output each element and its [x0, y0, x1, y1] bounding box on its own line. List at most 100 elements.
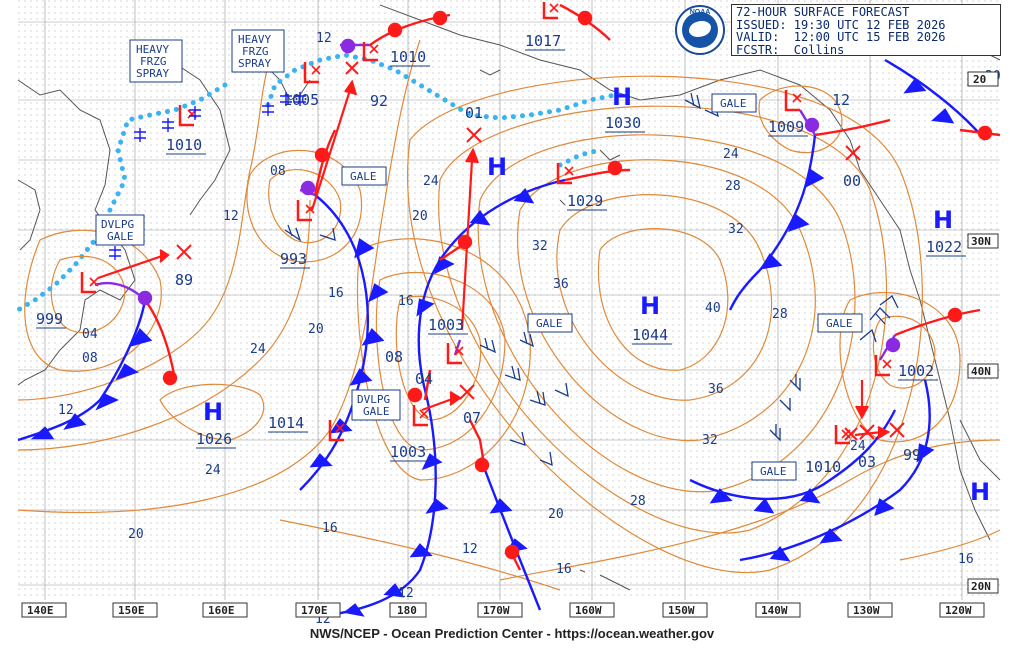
- lon-label: 180: [397, 604, 417, 617]
- occluded-fronts: [94, 38, 901, 361]
- svg-text:DVLPG: DVLPG: [357, 393, 390, 406]
- warning-box-gale: GALE: [751, 461, 797, 481]
- lat-label: 20N: [971, 580, 991, 593]
- low-symbol: [412, 405, 429, 427]
- svg-text:28: 28: [772, 307, 788, 322]
- svg-text:DVLPG: DVLPG: [101, 218, 134, 231]
- forecast-value: 07: [463, 409, 481, 427]
- lon-label: 120W: [945, 604, 972, 617]
- center-value: 1017: [525, 32, 561, 50]
- low-symbol: [542, 2, 559, 20]
- svg-text:28: 28: [630, 494, 646, 509]
- svg-text:GALE: GALE: [826, 317, 853, 330]
- center-value: 03: [858, 453, 876, 471]
- forecast-value: 1014: [268, 414, 304, 432]
- svg-text:FRZG: FRZG: [140, 55, 167, 68]
- svg-text:12: 12: [316, 31, 332, 46]
- low-symbols: [80, 2, 892, 445]
- forecast-value: 08: [385, 348, 403, 366]
- svg-text:16: 16: [958, 552, 974, 567]
- svg-text:08: 08: [82, 351, 98, 366]
- forecast-value: 89: [175, 271, 193, 289]
- center-value: 1003: [428, 316, 464, 334]
- center-value: 1010: [390, 48, 426, 66]
- low-symbol: [362, 42, 379, 62]
- center-value: 1010: [166, 136, 202, 154]
- svg-text:24: 24: [850, 439, 866, 454]
- high-symbol: H: [612, 83, 632, 111]
- center-value: 1030: [605, 114, 641, 132]
- valid-time: VALID: 12:00 UTC 15 FEB 2026: [736, 30, 946, 44]
- lat-label: 40N: [971, 365, 991, 378]
- lon-label: 140W: [761, 604, 788, 617]
- svg-text:12: 12: [223, 209, 239, 224]
- lon-label: 130W: [853, 604, 880, 617]
- high-symbol: H: [640, 292, 660, 320]
- center-value: 1009: [768, 118, 804, 136]
- svg-text:GALE: GALE: [536, 317, 563, 330]
- svg-text:32: 32: [728, 222, 744, 237]
- low-symbol: [303, 62, 321, 84]
- forecast-value: 99: [903, 446, 921, 464]
- svg-text:12: 12: [462, 542, 478, 557]
- center-value: 1003: [390, 443, 426, 461]
- lat-label: 20: [973, 73, 986, 86]
- svg-text:20: 20: [128, 527, 144, 542]
- svg-text:40: 40: [705, 301, 721, 316]
- svg-text:12: 12: [58, 403, 74, 418]
- low-symbol: [80, 272, 99, 294]
- forecast-value: 00: [843, 172, 861, 190]
- center-value: 1002: [898, 362, 934, 380]
- center-value: 1026: [196, 430, 232, 448]
- svg-text:32: 32: [702, 433, 718, 448]
- lon-label: 140E: [27, 604, 54, 617]
- svg-text:20: 20: [412, 209, 428, 224]
- longitude-axis: 140E 150E 160E 170E 180 170W 160W 150W 1…: [21, 602, 985, 618]
- svg-text:GALE: GALE: [720, 97, 747, 110]
- lon-label: 170W: [483, 604, 510, 617]
- svg-text:GALE: GALE: [363, 405, 390, 418]
- svg-text:SPRAY: SPRAY: [238, 57, 271, 70]
- svg-text:20: 20: [548, 507, 564, 522]
- svg-text:24: 24: [205, 463, 221, 478]
- svg-text:16: 16: [556, 562, 572, 577]
- wind-barbs: [284, 92, 899, 467]
- issued-time: ISSUED: 19:30 UTC 12 FEB 2026: [736, 17, 946, 32]
- storm-tracks: [97, 79, 891, 439]
- svg-text:20: 20: [308, 322, 324, 337]
- high-symbol: H: [933, 206, 953, 234]
- high-symbol: H: [970, 478, 990, 506]
- low-symbol: [296, 200, 315, 222]
- warning-box-gale: GALE: [341, 166, 387, 186]
- svg-text:16: 16: [322, 521, 338, 536]
- lon-label: 160E: [208, 604, 235, 617]
- center-value: 1022: [926, 238, 962, 256]
- forecaster: FCSTR: Collins: [736, 42, 845, 57]
- noaa-logo: NOAA: [675, 5, 725, 55]
- lat-label: 30N: [971, 235, 991, 248]
- value-underlines: [36, 49, 966, 462]
- forecast-value: 92: [370, 92, 388, 110]
- svg-text:GALE: GALE: [350, 170, 377, 183]
- high-symbol: H: [203, 398, 223, 426]
- lon-label: 160W: [575, 604, 602, 617]
- svg-text:FRZG: FRZG: [242, 45, 269, 58]
- svg-text:24: 24: [723, 147, 739, 162]
- low-symbol: [328, 420, 345, 442]
- svg-text:16: 16: [328, 286, 344, 301]
- svg-text:GALE: GALE: [760, 465, 787, 478]
- latitude-axis: 20 30N 40N 20N: [967, 71, 999, 594]
- forecast-value: 12: [832, 91, 850, 109]
- svg-text:32: 32: [532, 239, 548, 254]
- center-value: 1029: [567, 192, 603, 210]
- svg-text:16: 16: [398, 294, 414, 309]
- svg-text:36: 36: [553, 277, 569, 292]
- product-title: 72-HOUR SURFACE FORECAST: [736, 5, 910, 19]
- ice-edge: [15, 52, 618, 313]
- center-value: 999: [36, 310, 63, 328]
